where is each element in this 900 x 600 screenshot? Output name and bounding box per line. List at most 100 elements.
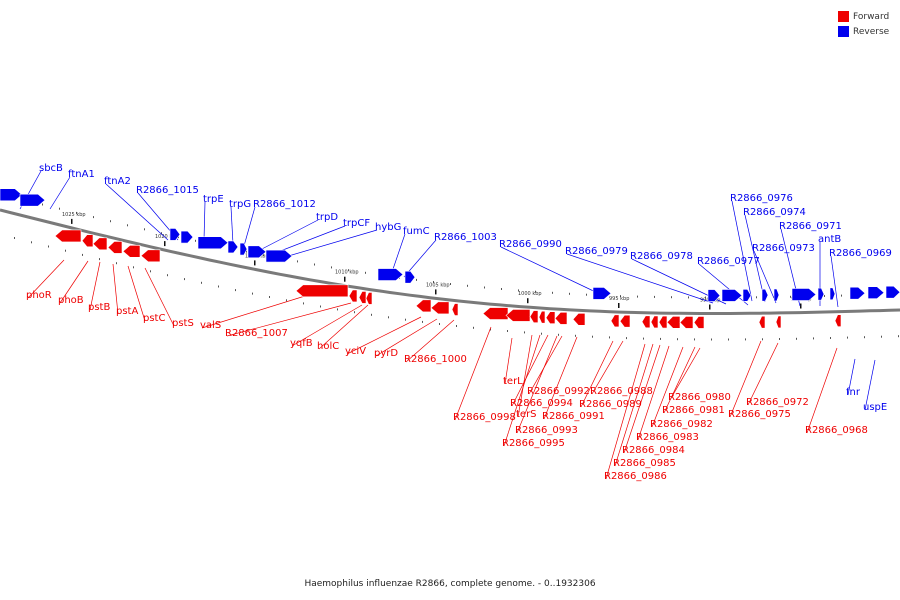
forward-gene-arrow [140, 249, 161, 263]
forward-gene-arrow [610, 314, 620, 328]
reverse-gene-arrow [829, 287, 836, 301]
minor-tick [14, 237, 15, 239]
forward-gene-arrow [619, 314, 631, 328]
leader-line [511, 334, 549, 407]
minor-tick [388, 316, 389, 319]
genome-axis-line [0, 208, 900, 315]
forward-gene-arrow [451, 303, 459, 316]
forward-gene-arrow [775, 315, 782, 329]
leader-line [806, 347, 838, 434]
leader-line [403, 239, 437, 278]
minor-tick [467, 284, 468, 287]
leader-line [346, 316, 422, 355]
minor-tick [535, 290, 536, 293]
minor-tick [218, 285, 219, 288]
gene-label-r2866-0968: R2866_0968 [805, 425, 868, 436]
leader-line [517, 334, 533, 418]
minor-tick [677, 338, 678, 341]
gene-label-ters: terS [516, 409, 537, 420]
forward-gene-arrow [679, 316, 694, 329]
minor-tick [762, 338, 763, 341]
forward-gene-arrow [545, 311, 556, 325]
reverse-gene-arrow [239, 242, 248, 256]
genome-caption: Haemophilus influenzae R2866, complete g… [304, 579, 596, 589]
leader-line [623, 344, 661, 454]
leader-line [203, 201, 206, 241]
leader-line [580, 340, 614, 408]
legend-label-forward: Forward [853, 11, 890, 22]
gene-label-pyrd: pyrD [374, 348, 398, 359]
forward-gene-arrow [641, 315, 651, 329]
gene-label-r2866-1000: R2866_1000 [404, 354, 467, 365]
minor-tick [416, 278, 417, 281]
gene-arrows [0, 188, 900, 329]
gene-label-trpg: trpG [229, 199, 251, 210]
gene-label-r2866-0990: R2866_0990 [499, 239, 562, 250]
minor-tick [490, 328, 491, 331]
leader-line [89, 261, 101, 311]
minor-tick [184, 278, 185, 281]
legend-item-reverse: Reverse [838, 24, 889, 39]
minor-tick [518, 289, 519, 292]
legend: Forward Reverse [838, 9, 889, 39]
minor-tick [688, 296, 689, 299]
minor-tick [790, 295, 791, 298]
gene-label-yciv: yciV [345, 346, 366, 357]
gene-label-terl: terL [503, 376, 523, 387]
forward-gene-arrow [54, 229, 82, 243]
forward-gene-arrow [666, 315, 681, 329]
minor-tick [405, 318, 406, 321]
reverse-gene-arrow [592, 287, 612, 300]
leader-line [864, 359, 876, 411]
minor-tick [881, 335, 882, 338]
gene-label-ftna1: ftnA1 [68, 169, 95, 180]
forward-gene-arrow [92, 237, 108, 251]
forward-gene-arrow [430, 301, 450, 315]
minor-tick [65, 249, 66, 252]
minor-tick [796, 337, 797, 340]
gene-label-ftna2: ftnA2 [104, 176, 131, 187]
minor-tick [694, 338, 695, 341]
leader-line [605, 343, 646, 480]
minor-tick [127, 224, 128, 227]
reverse-gene-arrow [197, 236, 229, 250]
minor-tick [201, 281, 202, 284]
minor-tick [144, 228, 145, 231]
gene-label-fumc: fumC [403, 226, 430, 237]
forward-gene-arrow [834, 314, 842, 328]
forward-gene-arrow [358, 291, 367, 304]
minor-tick [711, 338, 712, 341]
reverse-gene-arrow [773, 288, 780, 302]
reverse-gene-arrow [377, 268, 404, 281]
minor-tick [637, 295, 638, 298]
minor-tick [779, 338, 780, 340]
gene-label-r2866-0995: R2866_0995 [502, 438, 565, 449]
minor-tick [303, 302, 304, 305]
forward-gene-arrow [365, 292, 373, 305]
gene-label-sbcb: sbcB [39, 163, 63, 174]
gene-label-phob: phoB [58, 295, 84, 306]
major-tick [435, 289, 437, 295]
forward-gene-arrow [505, 309, 531, 322]
scale-label: 1000 kbp [518, 291, 542, 297]
minor-tick [348, 269, 349, 272]
minor-tick [592, 335, 593, 338]
reverse-gene-arrow [742, 289, 752, 302]
gene-label-r2866-1012: R2866_1012 [253, 199, 316, 210]
minor-tick [586, 293, 587, 296]
minor-tick [314, 263, 315, 266]
minor-tick [501, 288, 502, 290]
minor-tick [99, 258, 100, 261]
gene-label-phor: phoR [26, 290, 52, 301]
minor-tick [150, 270, 151, 273]
forward-gene-arrow [482, 307, 509, 320]
leader-line [454, 326, 492, 421]
gene-label-r2866-0985: R2866_0985 [613, 458, 676, 469]
minor-tick [756, 296, 757, 299]
minor-tick [439, 323, 440, 325]
minor-tick [246, 250, 247, 253]
minor-tick [320, 305, 321, 308]
reverse-gene-arrow [707, 289, 721, 302]
major-tick [344, 276, 346, 282]
